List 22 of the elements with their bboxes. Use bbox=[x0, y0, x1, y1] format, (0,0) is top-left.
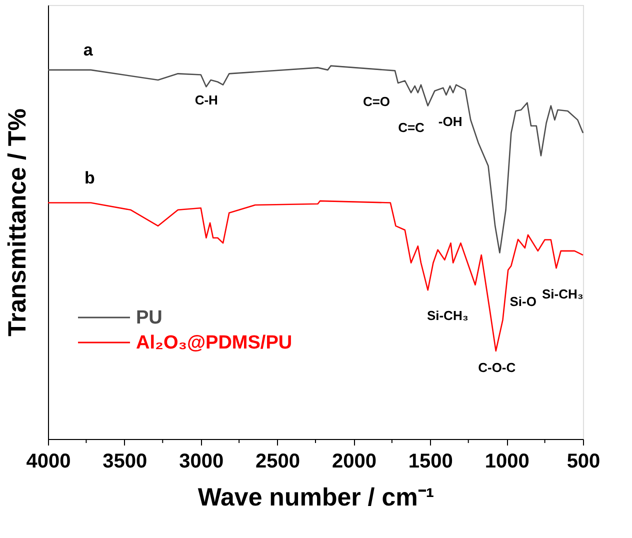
x-tick-label: 3500 bbox=[102, 450, 148, 472]
x-tick-label: 2000 bbox=[332, 450, 376, 472]
annotation: -OH bbox=[438, 114, 462, 130]
annotation: b bbox=[84, 168, 95, 188]
annotation: C-H bbox=[194, 92, 218, 108]
x-tick-label: 500 bbox=[566, 450, 600, 472]
y-axis-title: Transmittance / T% bbox=[4, 108, 32, 336]
legend-label: PU bbox=[136, 307, 162, 328]
annotation: Si-CH₃ bbox=[542, 286, 584, 302]
x-tick-label: 2500 bbox=[256, 450, 300, 472]
x-tick-label: 1000 bbox=[484, 450, 530, 472]
annotation: Si-O bbox=[510, 294, 536, 309]
annotation: C-O-C bbox=[478, 360, 516, 375]
annotation: C=O bbox=[362, 94, 390, 109]
annotation: C=C bbox=[398, 120, 426, 135]
legend-label: Al₂O₃@PDMS/PU bbox=[136, 332, 292, 354]
text: a bbox=[83, 40, 94, 60]
x-axis-title: Wave number / cm⁻¹ bbox=[198, 484, 434, 512]
x-tick-label: 3000 bbox=[179, 450, 224, 472]
x-tick-label: 1500 bbox=[408, 450, 453, 472]
x-tick-label: 4000 bbox=[26, 450, 71, 472]
annotation: Si-CH₃ bbox=[426, 308, 468, 324]
